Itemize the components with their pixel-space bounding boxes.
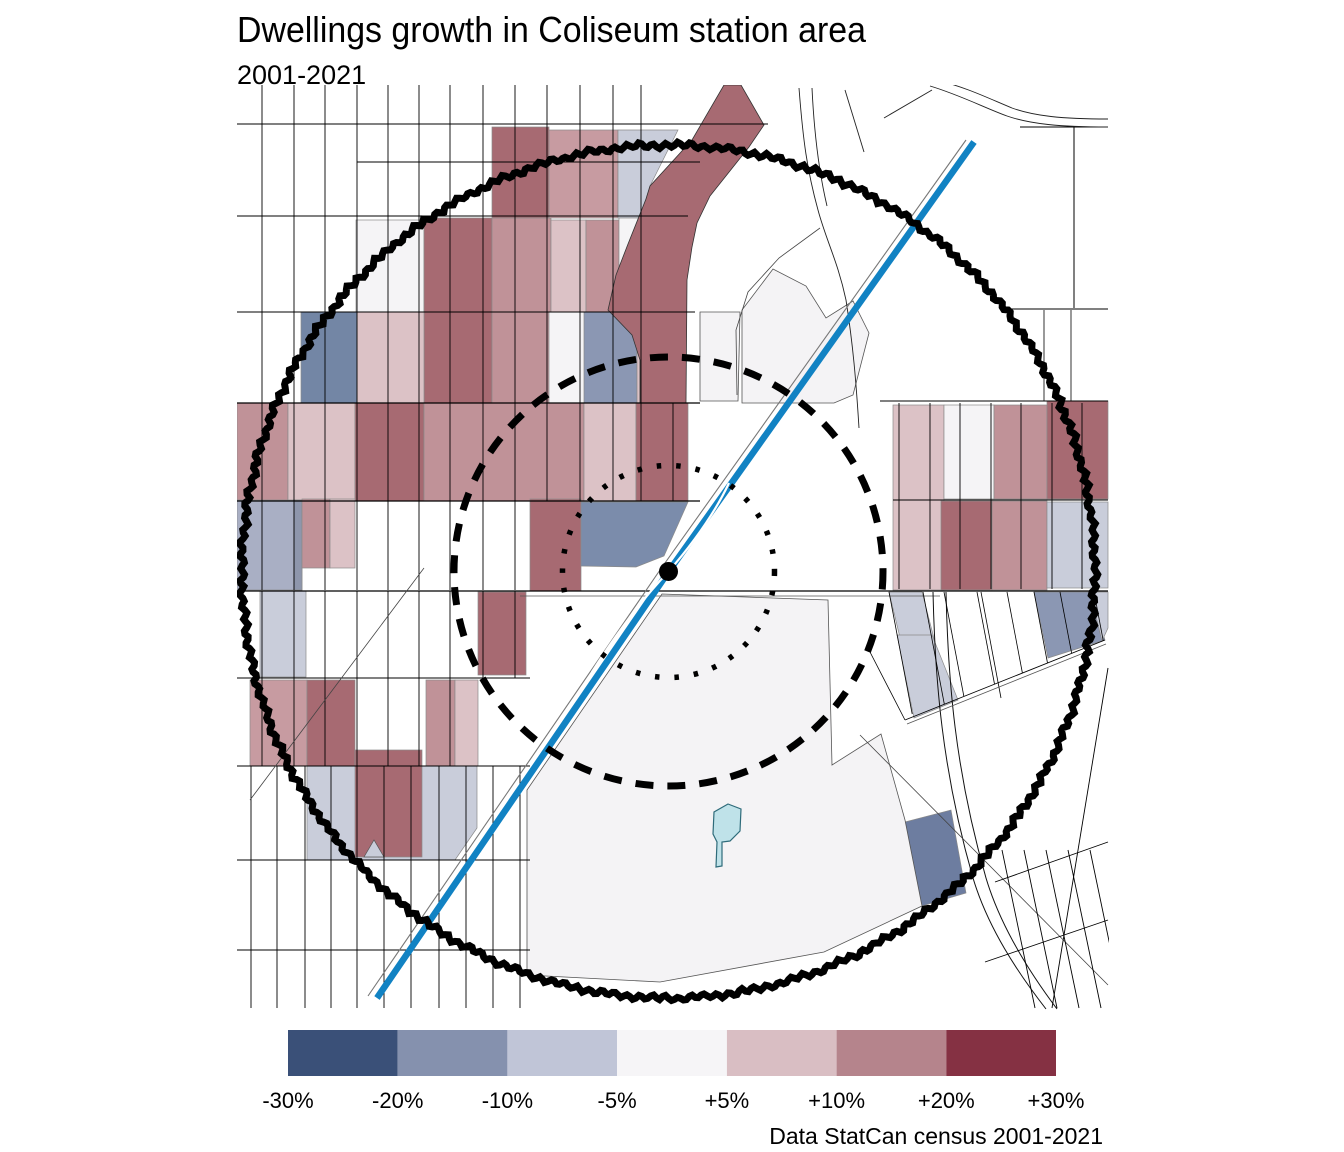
svg-text:+30%: +30% bbox=[1028, 1088, 1085, 1113]
svg-text:-5%: -5% bbox=[598, 1088, 637, 1113]
svg-text:-30%: -30% bbox=[262, 1088, 313, 1113]
svg-text:+5%: +5% bbox=[705, 1088, 750, 1113]
svg-text:Data StatCan census 2001-2021: Data StatCan census 2001-2021 bbox=[769, 1123, 1103, 1149]
svg-text:+10%: +10% bbox=[808, 1088, 865, 1113]
svg-text:+20%: +20% bbox=[918, 1088, 975, 1113]
svg-text:-20%: -20% bbox=[372, 1088, 423, 1113]
svg-text:-10%: -10% bbox=[482, 1088, 533, 1113]
svg-text:Dwellings growth in Coliseum s: Dwellings growth in Coliseum station are… bbox=[237, 9, 867, 50]
svg-text:2001-2021: 2001-2021 bbox=[237, 60, 366, 90]
